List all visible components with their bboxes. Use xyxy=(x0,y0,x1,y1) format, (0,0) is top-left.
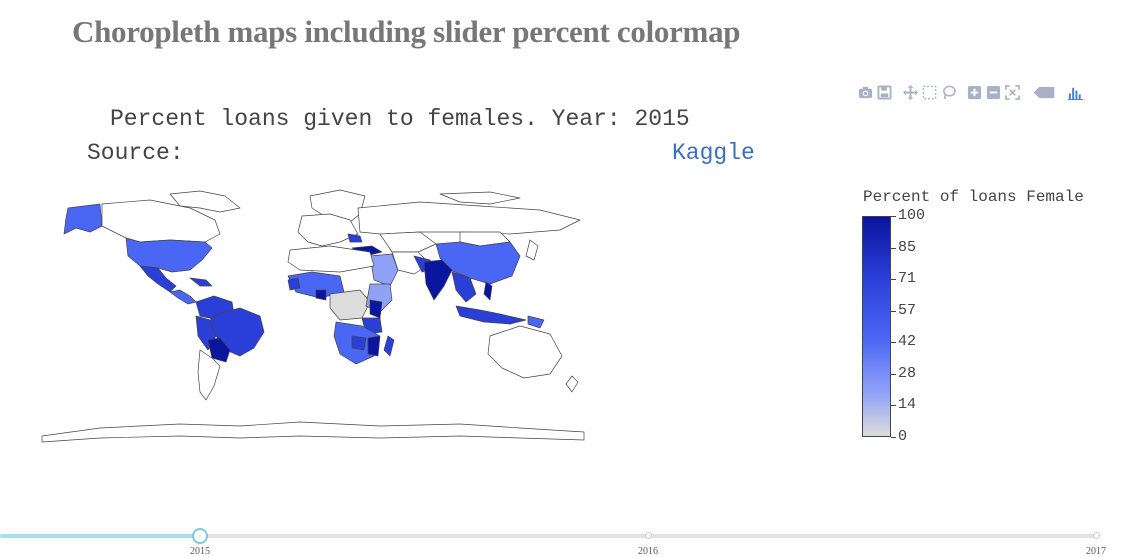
region-mexico[interactable] xyxy=(139,265,177,293)
slider-label-2016[interactable]: 2016 xyxy=(638,546,658,557)
colorbar-tick-label: 14 xyxy=(898,396,917,414)
region-new-zealand[interactable] xyxy=(565,375,579,393)
camera-icon[interactable] xyxy=(856,82,875,102)
plotly-logo-icon[interactable] xyxy=(1066,82,1085,102)
colorbar-tick-mark xyxy=(891,216,896,217)
slider-step-2017[interactable] xyxy=(1093,532,1100,539)
zoom-in-icon[interactable] xyxy=(965,82,984,102)
save-icon[interactable] xyxy=(875,82,894,102)
page-heading: Choropleth maps including slider percent… xyxy=(72,14,741,49)
region-europe[interactable] xyxy=(297,213,359,247)
region-senegal[interactable] xyxy=(287,277,301,291)
colorbar-tick-label: 42 xyxy=(898,333,917,351)
region-zimbabwe[interactable] xyxy=(351,335,367,351)
region-alaska[interactable] xyxy=(63,203,103,235)
slider-track[interactable] xyxy=(0,534,1098,538)
colorbar-tick-mark xyxy=(891,247,896,249)
zoom-out-icon[interactable] xyxy=(984,82,1003,102)
region-philippines[interactable] xyxy=(483,281,493,301)
region-central-africa[interactable] xyxy=(329,289,371,321)
region-png[interactable] xyxy=(527,315,545,329)
colorbar-tick-mark xyxy=(891,310,896,312)
region-japan[interactable] xyxy=(525,239,539,261)
region-antarctica[interactable] xyxy=(41,421,585,443)
hover-closest-icon[interactable] xyxy=(1029,82,1059,102)
reset-icon[interactable] xyxy=(1003,82,1022,102)
colorbar-tick-label: 57 xyxy=(898,301,917,319)
colorbar-tick-label: 28 xyxy=(898,364,917,382)
box-select-icon[interactable] xyxy=(920,82,939,102)
region-southeast-asia[interactable] xyxy=(451,271,477,303)
region-usa[interactable] xyxy=(125,237,213,273)
region-middle-east[interactable] xyxy=(369,253,399,287)
slider-fill xyxy=(0,534,200,538)
slider-step-2016[interactable] xyxy=(645,532,652,539)
slider-label-2015[interactable]: 2015 xyxy=(190,546,210,557)
source-label: Source: xyxy=(87,140,184,166)
region-india[interactable] xyxy=(423,259,453,301)
slider-handle[interactable] xyxy=(192,528,208,544)
colorbar-tick-label: 100 xyxy=(898,207,926,224)
region-indonesia[interactable] xyxy=(455,305,527,325)
colorbar-tick-label: 85 xyxy=(898,238,917,256)
colorbar-gradient xyxy=(862,216,891,437)
colorbar-tick-mark xyxy=(891,373,896,375)
lasso-icon[interactable] xyxy=(939,82,958,102)
region-kenya[interactable] xyxy=(369,299,383,319)
colorbar-tick-mark xyxy=(891,405,896,407)
colorbar-tick-mark xyxy=(891,342,896,344)
region-china[interactable] xyxy=(435,241,521,285)
region-russia[interactable] xyxy=(357,201,581,235)
source-link[interactable]: Kaggle xyxy=(672,140,755,166)
region-madagascar[interactable] xyxy=(383,335,395,357)
region-southern-cone[interactable] xyxy=(197,349,221,401)
plot-title: Percent loans given to females. Year: 20… xyxy=(110,106,690,132)
colorbar-tick-label: 0 xyxy=(898,428,908,445)
modebar xyxy=(856,82,1085,102)
colorbar-tick-mark xyxy=(891,437,896,438)
colorbar-title: Percent of loans Female xyxy=(863,188,1084,206)
colorbar-tick-label: 71 xyxy=(898,270,917,288)
region-siberia-islands[interactable] xyxy=(439,191,521,205)
colorbar-tick-mark xyxy=(891,279,896,281)
region-ghana[interactable] xyxy=(315,289,327,301)
region-caucasus[interactable] xyxy=(347,233,363,243)
world-map[interactable] xyxy=(40,186,588,448)
region-north-africa[interactable] xyxy=(287,245,375,273)
region-central-asia[interactable] xyxy=(379,231,437,253)
pan-icon[interactable] xyxy=(901,82,920,102)
slider-label-2017[interactable]: 2017 xyxy=(1086,546,1106,557)
region-bolivia[interactable] xyxy=(207,337,231,363)
region-caribbean[interactable] xyxy=(189,277,213,287)
region-mozambique[interactable] xyxy=(367,335,381,357)
region-australia[interactable] xyxy=(487,325,563,379)
region-central-america[interactable] xyxy=(169,289,197,305)
